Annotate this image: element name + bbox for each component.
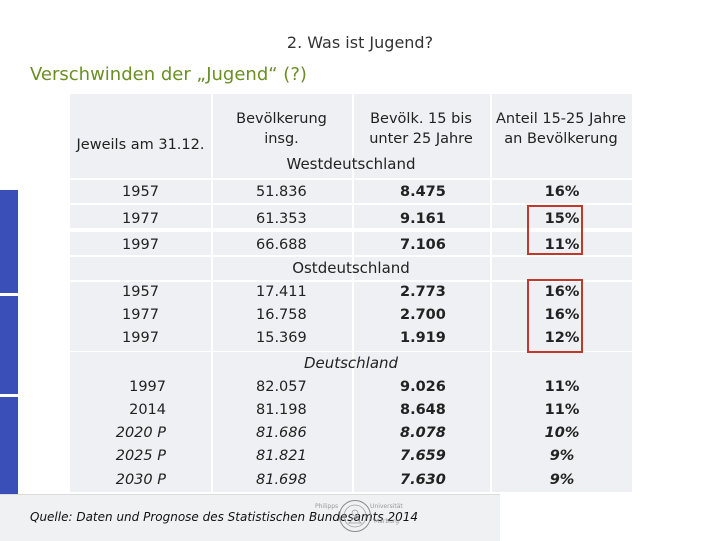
left-accent-bar (0, 190, 18, 293)
table-cell-youth: 2.773 (400, 284, 446, 300)
column-separator (211, 94, 213, 494)
source-citation: Quelle: Daten und Prognose des Statistis… (30, 510, 418, 524)
slide-header: 2. Was ist Jugend? (286, 33, 434, 52)
table-cell-total: 81.821 (256, 448, 307, 464)
column-header-youth-line1: Bevölk. 15 bis (370, 111, 472, 127)
table-cell-total: 51.836 (256, 184, 307, 200)
table-cell-youth: 7.106 (400, 237, 446, 253)
logo-text-line3: Marburg (374, 518, 400, 525)
column-header-total-line2: insg. (264, 131, 299, 147)
slide-title: Verschwinden der „Jugend“ (?) (30, 64, 307, 85)
table-cell-youth: 7.630 (400, 472, 446, 488)
table-cell-share: 11% (544, 237, 580, 253)
table-cell-share: 11% (544, 379, 580, 395)
table-cell-youth: 2.700 (400, 307, 446, 323)
table-cell-youth: 8.475 (400, 184, 446, 200)
table-cell-share: 9% (549, 472, 575, 488)
table-cell-total: 81.198 (256, 402, 307, 418)
population-table: Jeweils am 31.12. Bevölkerung insg. Bevö… (70, 94, 632, 494)
row-band (70, 232, 632, 257)
column-header-date: Jeweils am 31.12. (76, 137, 205, 153)
left-accent-bar (0, 296, 18, 394)
table-cell-youth: 1.919 (400, 330, 446, 346)
table-cell-year: 1957 (122, 184, 159, 200)
table-cell-total: 66.688 (256, 237, 307, 253)
logo-text-line2: Universität (370, 503, 403, 510)
row-band (70, 467, 632, 494)
section-label-east: Ostdeutschland (292, 259, 410, 277)
table-cell-share: 15% (544, 211, 580, 227)
table-cell-year: 1997 (122, 237, 159, 253)
table-cell-total: 17.411 (256, 284, 307, 300)
table-cell-year: 2030 P (115, 472, 166, 488)
table-cell-year: 2014 (129, 402, 166, 418)
row-band (70, 180, 632, 205)
column-header-youth-line2: unter 25 Jahre (369, 131, 473, 147)
table-cell-total: 81.686 (256, 425, 307, 441)
column-header-share-line2: an Bevölkerung (504, 131, 618, 147)
row-band (70, 257, 632, 282)
column-separator (352, 94, 354, 494)
column-header-total-line1: Bevölkerung (236, 111, 327, 127)
table-cell-total: 82.057 (256, 379, 307, 395)
section-label-germany: Deutschland (303, 354, 399, 372)
table-cell-total: 16.758 (256, 307, 307, 323)
column-separator (490, 94, 492, 494)
highlight-box-east-share (527, 279, 583, 353)
university-seal-icon (339, 500, 371, 532)
table-cell-share: 16% (544, 284, 580, 300)
table-cell-total: 81.698 (256, 472, 307, 488)
table-cell-share: 16% (544, 184, 580, 200)
table-cell-youth: 9.161 (400, 211, 446, 227)
table-cell-year: 1977 (122, 307, 159, 323)
left-accent-bar (0, 397, 18, 494)
section-label-west: Westdeutschland (286, 155, 416, 173)
table-cell-year: 1957 (122, 284, 159, 300)
table-cell-year: 1977 (122, 211, 159, 227)
table-cell-share: 10% (544, 425, 580, 441)
column-header-share-line1: Anteil 15-25 Jahre (495, 111, 627, 127)
table-cell-youth: 8.078 (400, 425, 446, 441)
table-cell-year: 2025 P (115, 448, 166, 464)
highlight-box-west-share (527, 205, 583, 255)
table-cell-year: 2020 P (115, 425, 166, 441)
table-cell-youth: 7.659 (400, 448, 446, 464)
table-header-band (70, 94, 632, 180)
table-cell-share: 16% (544, 307, 580, 323)
table-cell-share: 9% (549, 448, 575, 464)
table-cell-year: 1997 (122, 330, 159, 346)
table-cell-youth: 9.026 (400, 379, 446, 395)
source-footer: Quelle: Daten und Prognose des Statistis… (0, 494, 500, 541)
table-cell-total: 15.369 (256, 330, 307, 346)
logo-text-line1: Philipps (315, 503, 339, 510)
table-cell-share: 11% (544, 402, 580, 418)
row-band (70, 205, 632, 230)
table-cell-year: 1997 (129, 379, 166, 395)
table-cell-youth: 8.648 (400, 402, 446, 418)
table-cell-total: 61.353 (256, 211, 307, 227)
table-cell-share: 12% (544, 330, 580, 346)
